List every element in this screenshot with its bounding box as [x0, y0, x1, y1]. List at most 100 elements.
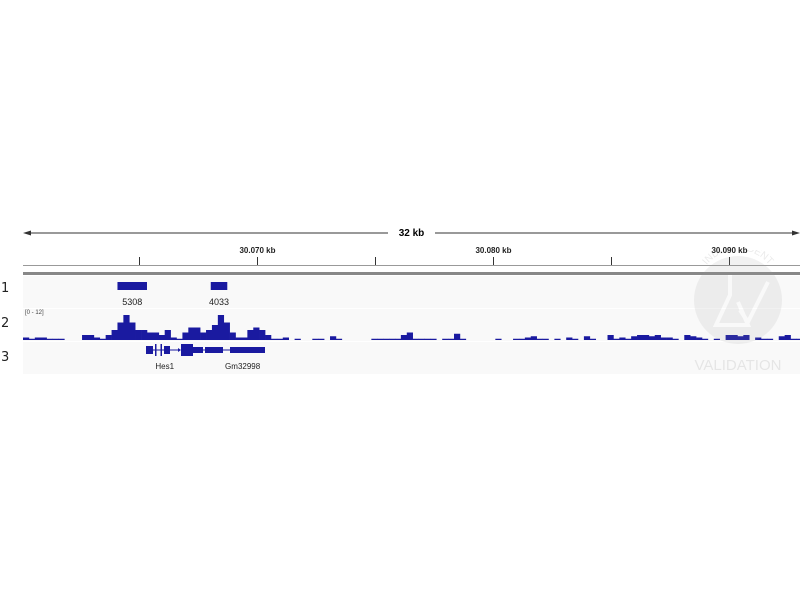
coverage-bar: [265, 335, 272, 340]
coverage-bar: [690, 336, 697, 340]
coverage-bar: [625, 338, 632, 340]
coverage-bar: [318, 338, 325, 340]
coverage-bar: [589, 338, 597, 340]
coverage-bar: [23, 337, 30, 340]
coverage-bar: [52, 338, 59, 340]
coverage-bar: [660, 337, 667, 340]
coverage-bar: [200, 332, 207, 340]
feature-label: 5308: [122, 297, 143, 307]
coverage-bar: [194, 327, 201, 340]
coverage-bar: [442, 338, 449, 340]
coverage-bar: [141, 330, 148, 340]
coverage-bar: [672, 338, 679, 340]
coverage-bar: [170, 337, 177, 340]
coverage-bar: [796, 338, 800, 340]
coverage-bar: [459, 338, 467, 340]
coverage-bar: [701, 338, 709, 340]
coverage-bar: [725, 335, 732, 340]
coverage-bar: [583, 336, 591, 340]
coverage-bar: [648, 336, 656, 340]
coverage-bar: [312, 338, 319, 340]
coverage-bar: [211, 325, 219, 340]
coverage-bar: [93, 337, 101, 340]
gene-hes1-model[interactable]: [146, 344, 203, 356]
coverage-bar: [46, 338, 53, 340]
coverage-bar: [495, 338, 502, 340]
coverage-bar: [294, 338, 301, 340]
coverage-bar: [253, 327, 260, 340]
gene-models: [146, 344, 265, 356]
coverage-bar: [135, 330, 142, 340]
coverage-bar: [152, 332, 160, 340]
coverage-bar: [247, 330, 254, 340]
coverage-bar: [28, 338, 36, 340]
coverage-bar: [642, 335, 650, 340]
coverage-bar: [229, 332, 236, 340]
coverage-bar: [406, 332, 413, 340]
ruler-span-arrow: [23, 230, 800, 236]
track-2-label: 2: [1, 316, 10, 331]
coverage-bar: [40, 337, 47, 340]
coverage-bar: [377, 338, 384, 340]
coverage-bar: [572, 338, 579, 340]
coverage-bar: [731, 335, 738, 340]
track-1-label: 1: [1, 281, 10, 296]
coverage-bar: [383, 338, 390, 340]
feature-block[interactable]: [117, 282, 147, 290]
coverage-bar: [146, 332, 154, 340]
coverage-bar: [784, 335, 791, 340]
coverage-bar: [111, 330, 118, 340]
coverage-bar: [330, 336, 337, 340]
coverage-bar: [235, 337, 242, 340]
coverage-bar: [737, 336, 744, 340]
feature-block[interactable]: [210, 282, 228, 290]
coverage-bar: [755, 337, 762, 340]
coverage-bar: [105, 335, 112, 340]
coverage-bar: [270, 338, 278, 340]
coverage-bar: [123, 315, 130, 340]
coverage-bar: [631, 336, 638, 340]
coverage-bar: [58, 338, 65, 340]
coverage-bar: [99, 338, 106, 340]
coverage-bar: [117, 322, 124, 340]
coverage-bar: [400, 335, 408, 340]
coverage-bar: [637, 335, 644, 340]
track-3-label: 3: [1, 350, 10, 365]
coverage-bar: [566, 337, 573, 340]
coverage-bar: [82, 335, 89, 340]
gene-gm32998-model[interactable]: [203, 347, 265, 353]
coverage-bar: [389, 338, 396, 340]
coverage-histogram: [23, 315, 800, 340]
coverage-bar: [513, 338, 520, 340]
coverage-bar: [182, 332, 189, 340]
coverage-bar: [696, 337, 703, 340]
coverage-bar: [524, 337, 532, 340]
coverage-bar: [743, 335, 750, 340]
gene-label: Gm32998: [225, 362, 261, 371]
coverage-bar: [164, 330, 171, 340]
coverage-bar: [176, 338, 183, 340]
coverage-bar: [454, 333, 461, 340]
watermark-logo: INDEPENDENT VALIDATION: [694, 250, 782, 374]
coverage-bar: [790, 338, 797, 340]
coverage-bar: [536, 338, 543, 340]
coverage-bar: [666, 337, 673, 340]
watermark-bottom-text: VALIDATION: [695, 357, 782, 374]
coverage-bar: [418, 338, 425, 340]
coverage-bar: [518, 338, 526, 340]
coverage-bar: [607, 335, 614, 340]
coverage-bar: [217, 315, 225, 340]
gene-label: Hes1: [155, 362, 175, 371]
coverage-bar: [448, 338, 455, 340]
coverage-bar: [335, 338, 343, 340]
coverage-bar: [371, 338, 378, 340]
coverage-bar: [554, 338, 561, 340]
coverage-bar: [206, 330, 213, 340]
track-1-panel[interactable]: [23, 276, 800, 308]
coverage-bar: [276, 338, 284, 340]
coverage-bar: [684, 335, 691, 340]
feature-label: 4033: [209, 297, 230, 307]
coverage-bar: [34, 337, 42, 340]
coverage-bar: [619, 337, 626, 340]
